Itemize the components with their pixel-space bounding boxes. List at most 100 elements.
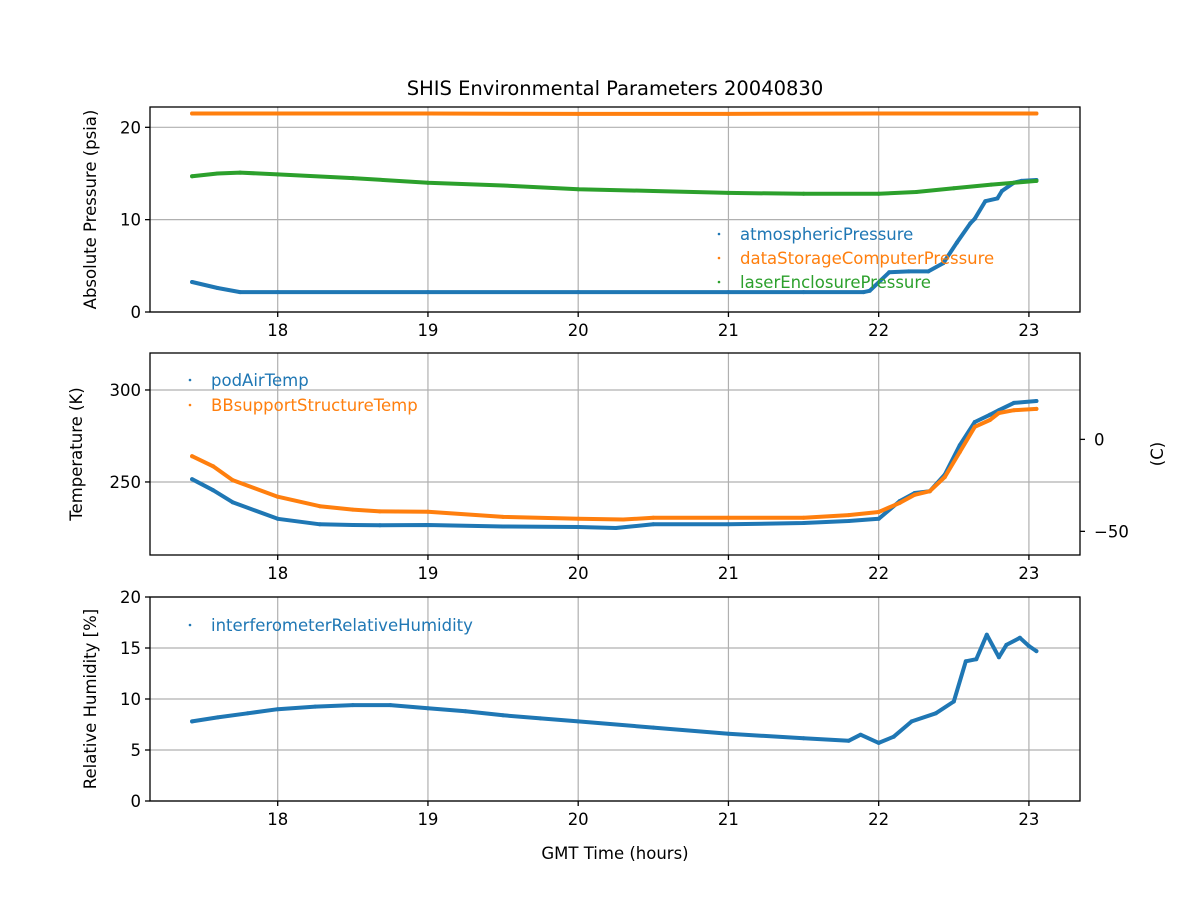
x-tick-label: 20 <box>568 810 589 829</box>
data-point <box>275 290 280 295</box>
x-tick-label: 19 <box>417 810 438 829</box>
y-tick-label: 0 <box>131 792 142 811</box>
data-point <box>801 290 806 295</box>
data-point <box>215 286 220 290</box>
data-point <box>275 494 280 499</box>
data-point <box>1034 111 1039 116</box>
data-point <box>538 716 543 721</box>
data-point <box>846 519 851 523</box>
data-point <box>876 191 881 196</box>
data-point <box>726 111 731 116</box>
data-point <box>576 187 581 192</box>
data-point <box>230 478 235 483</box>
data-point <box>968 221 973 226</box>
data-point <box>501 524 506 529</box>
x-tick-label: 18 <box>267 564 288 583</box>
data-point <box>987 412 992 417</box>
data-point <box>215 715 220 720</box>
series-group <box>190 632 1039 745</box>
y-tick-label: 250 <box>110 473 142 492</box>
data-point <box>425 706 430 711</box>
x-tick-label: 23 <box>1018 321 1039 340</box>
y-tick-label: 10 <box>120 690 141 709</box>
data-point <box>972 420 977 424</box>
legend: interferometerRelativeHumidity <box>188 616 473 635</box>
grid-lines <box>150 353 1080 555</box>
series-laserEnclosurePressure <box>190 170 1039 196</box>
data-point <box>927 489 932 494</box>
data-point <box>613 526 618 530</box>
axes-frame <box>149 352 1081 556</box>
data-point <box>275 172 280 177</box>
data-point <box>651 725 656 730</box>
data-point <box>501 183 506 188</box>
legend-label: dataStorageComputerPressure <box>740 249 994 268</box>
data-point <box>1026 644 1031 648</box>
data-point <box>957 443 962 448</box>
data-point <box>984 632 989 637</box>
data-point <box>726 515 731 520</box>
panel-temperature: 18 19 20 21 22 23 250 300 Temperature (K) 0 −50 (C)… <box>67 352 1167 583</box>
data-point <box>1034 406 1039 411</box>
data-point <box>576 525 581 529</box>
data-point <box>876 111 881 116</box>
data-point <box>996 655 1001 660</box>
data-point <box>1011 408 1016 413</box>
x-axis-label: GMT Time (hours) <box>541 844 688 863</box>
x-tick-label: 19 <box>417 564 438 583</box>
data-point <box>190 719 195 724</box>
data-point <box>951 699 956 704</box>
legend-label: atmosphericPressure <box>740 225 913 244</box>
data-point <box>989 182 994 187</box>
data-point <box>972 424 977 429</box>
data-point <box>926 269 931 274</box>
series-group <box>190 399 1039 530</box>
data-point <box>651 515 656 520</box>
data-point <box>317 522 322 527</box>
data-point <box>425 180 430 185</box>
legend-label: BBsupportStructureTemp <box>211 396 418 415</box>
data-point <box>238 170 243 175</box>
data-point <box>1034 178 1039 183</box>
data-point <box>275 707 280 712</box>
x-tick-label: 22 <box>868 321 889 340</box>
data-point <box>275 111 280 116</box>
data-point <box>425 509 430 514</box>
y-tick-label: 0 <box>131 303 142 322</box>
y-right-tick-label: 0 <box>1094 430 1105 449</box>
data-point <box>215 171 220 176</box>
data-point <box>726 731 731 736</box>
data-point <box>190 174 195 179</box>
x-tick-label: 23 <box>1018 810 1039 829</box>
y-right-axis-label: (C) <box>1148 442 1167 466</box>
data-point <box>974 657 979 662</box>
data-point <box>801 521 806 525</box>
data-point <box>350 507 355 512</box>
data-point <box>996 411 1001 415</box>
y-tick-label: 15 <box>120 639 141 658</box>
data-point <box>190 454 195 459</box>
data-point <box>876 740 881 745</box>
data-point <box>726 522 731 527</box>
data-point <box>211 488 216 493</box>
data-point <box>576 516 581 521</box>
data-point <box>576 719 581 724</box>
data-point <box>1017 635 1022 640</box>
data-point <box>1011 400 1016 405</box>
x-tick-label: 20 <box>568 321 589 340</box>
y-axis-label-pressure: Absolute Pressure (psia) <box>81 110 100 310</box>
data-point <box>463 709 468 714</box>
data-point <box>651 189 656 193</box>
data-point <box>275 516 280 521</box>
data-point <box>876 510 881 514</box>
data-point <box>190 477 195 482</box>
data-point <box>1034 399 1039 403</box>
legend-marker <box>717 280 721 284</box>
data-point <box>941 261 946 266</box>
data-point <box>425 523 430 527</box>
data-point <box>238 290 243 295</box>
x-tick-label: 19 <box>417 321 438 340</box>
data-point <box>190 111 195 116</box>
